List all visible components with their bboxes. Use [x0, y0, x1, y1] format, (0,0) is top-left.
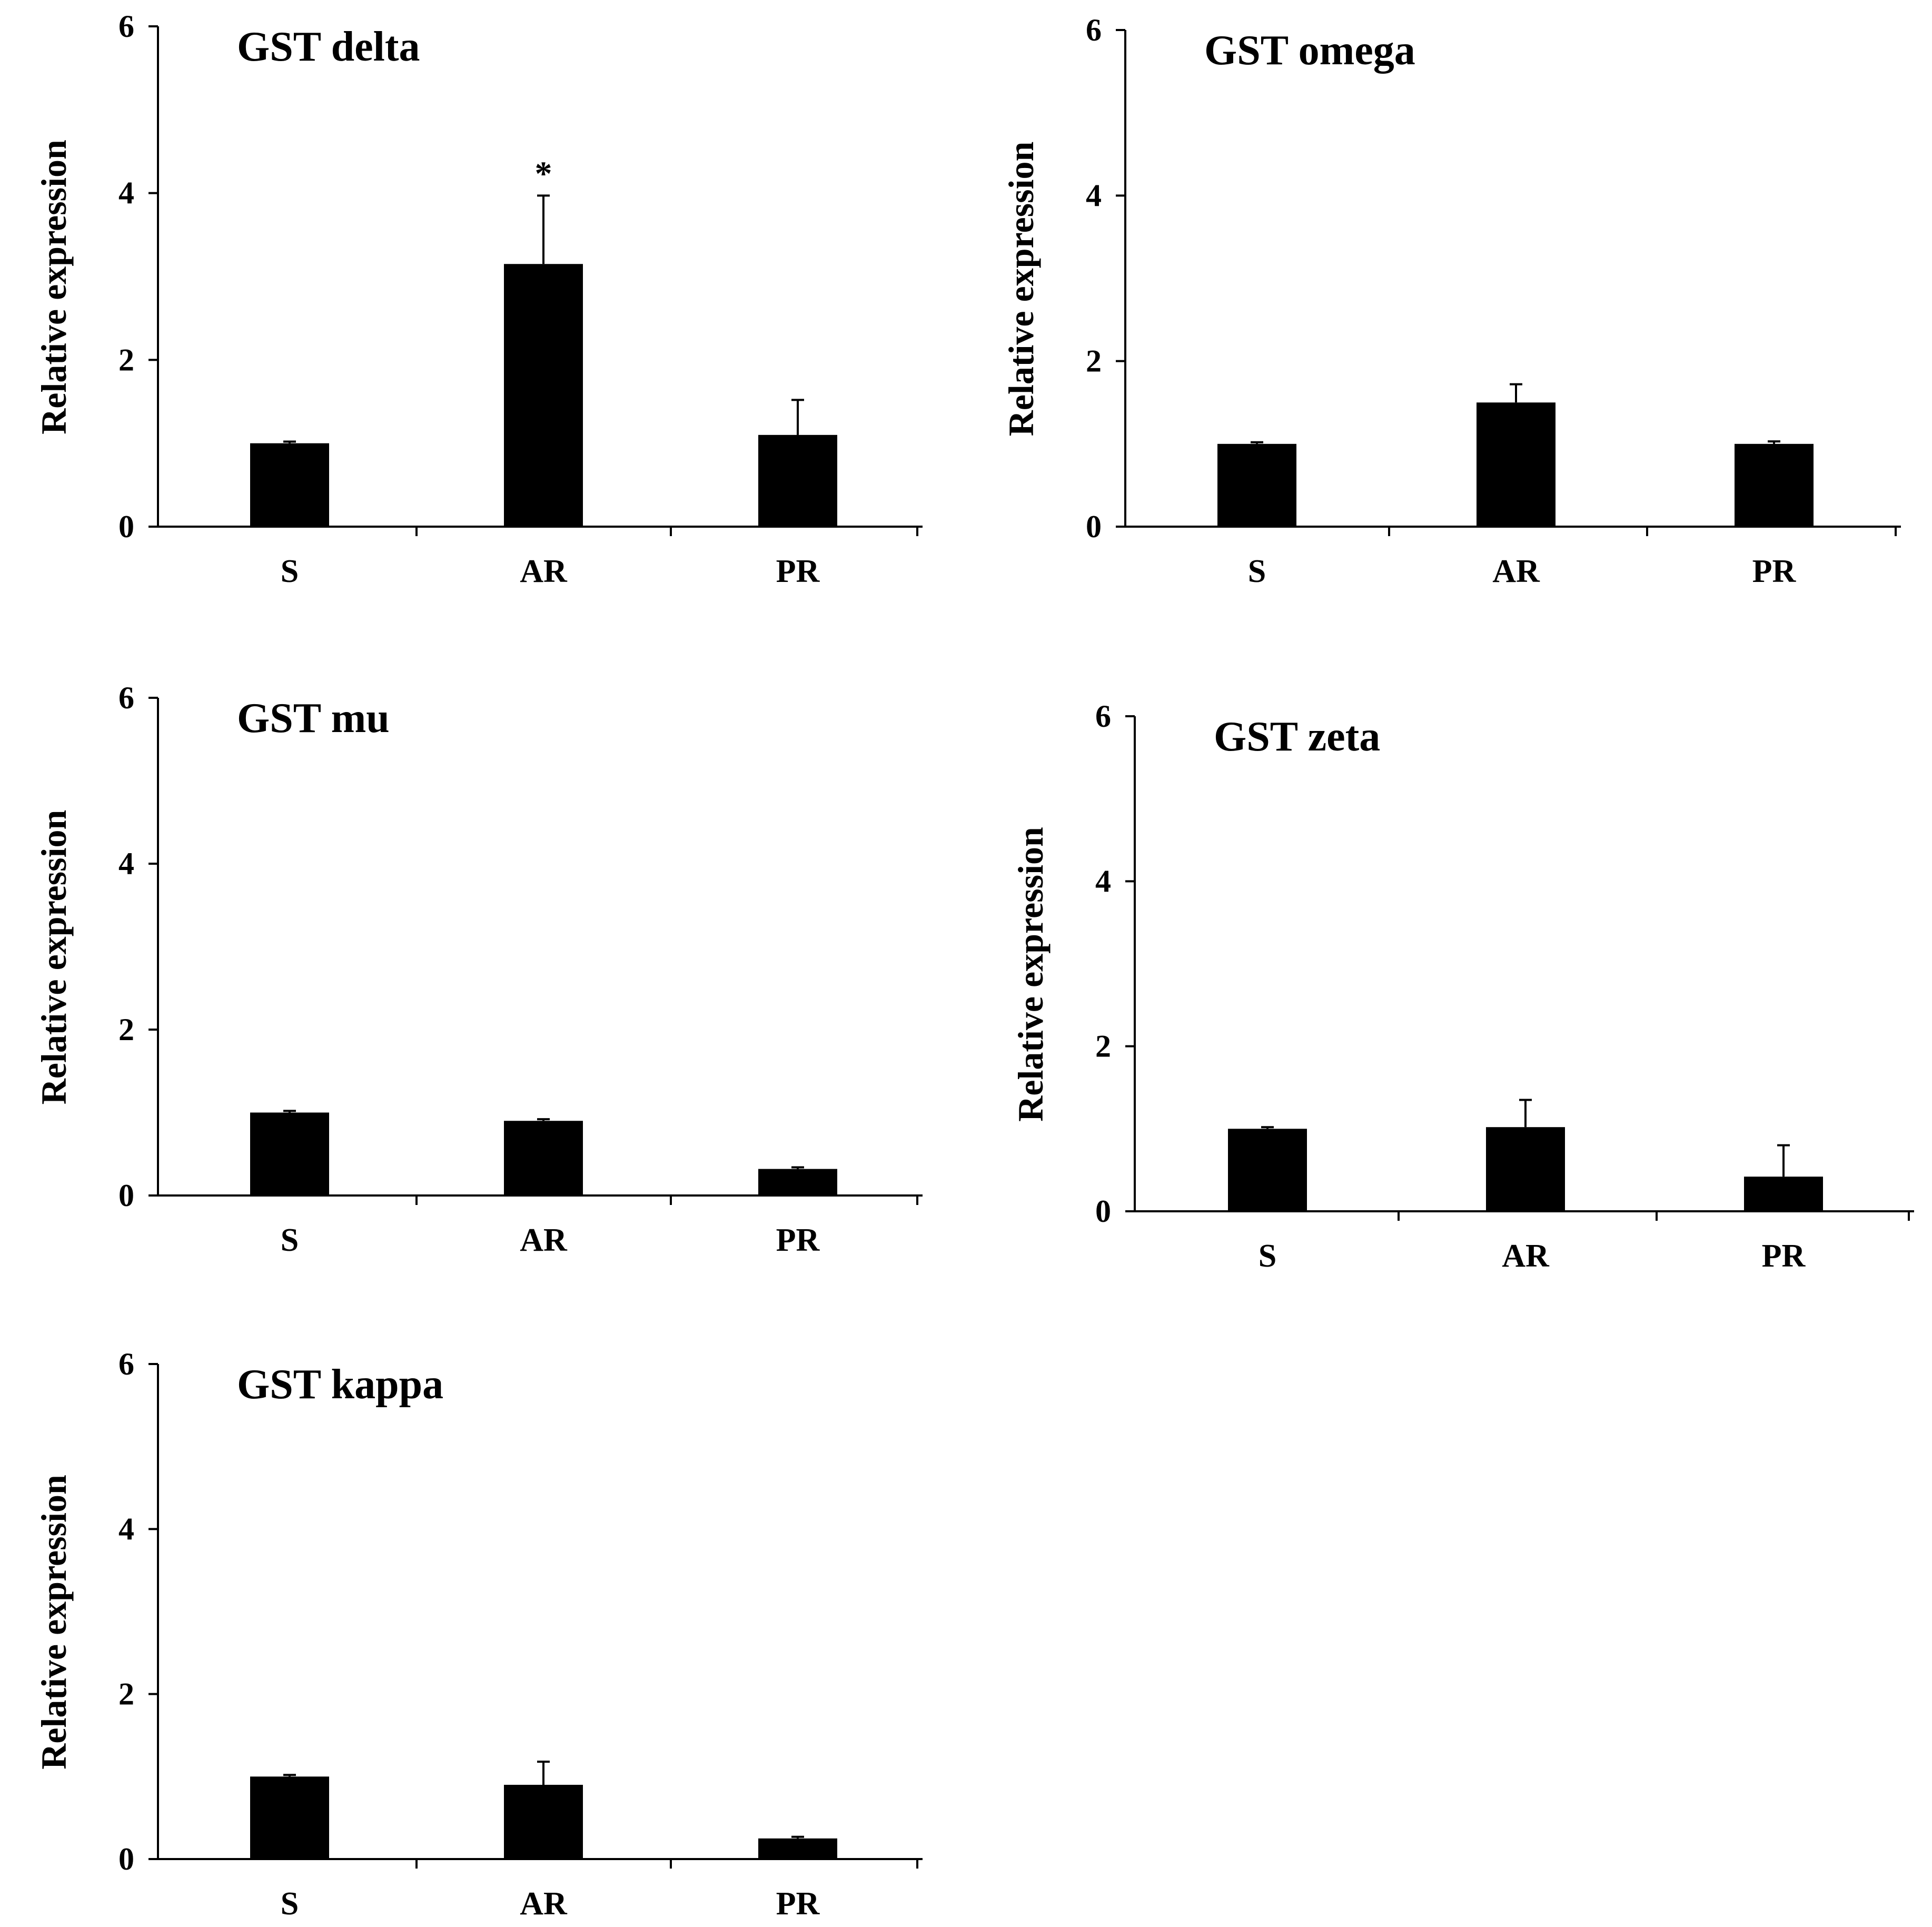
significance-marker: * [535, 154, 552, 193]
bar-s [250, 1776, 329, 1859]
y-tick-label: 6 [118, 1347, 134, 1381]
chart-panel-gst-delta: 0 2 4 6 S AR * PR GST delta Relative expression [34, 9, 923, 589]
x-tick-label-s: S [281, 1886, 299, 1922]
y-tick-label: 2 [1095, 1029, 1111, 1064]
y-tick-label: 0 [118, 1842, 134, 1876]
chart-title: GST zeta [1214, 714, 1380, 760]
chart-panel-gst-zeta: 0 2 4 6 S AR PR GST zeta Relative expression [1010, 699, 1914, 1274]
bar-ar [504, 264, 583, 527]
y-axis-label: Relative expression [34, 810, 74, 1105]
x-tick-label-ar: AR [520, 554, 568, 589]
y-tick-label: 6 [1095, 699, 1111, 734]
y-tick-label: 4 [1086, 178, 1102, 213]
x-tick-label-ar: AR [1502, 1238, 1550, 1274]
bar-s [1217, 443, 1296, 527]
bar-pr [758, 434, 837, 527]
bar-ar [504, 1121, 583, 1195]
y-tick-label: 6 [118, 680, 134, 715]
chart-title: GST omega [1204, 27, 1415, 74]
x-tick-label-ar: AR [1492, 554, 1540, 589]
y-tick-label: 2 [118, 342, 134, 377]
y-tick-label: 6 [1086, 13, 1102, 47]
x-tick-label-pr: PR [776, 554, 820, 589]
x-tick-label-s: S [281, 554, 299, 589]
bar-ar [504, 1785, 583, 1859]
y-tick-label: 4 [1095, 864, 1111, 898]
bar-s [250, 1112, 329, 1195]
y-axis-label: Relative expression [1010, 827, 1051, 1122]
x-tick-label-pr: PR [1762, 1238, 1806, 1274]
bar-ar [1477, 402, 1555, 527]
y-tick-label: 4 [118, 176, 134, 211]
bar-s [250, 443, 329, 527]
y-tick-label: 2 [1086, 344, 1102, 379]
chart-panel-gst-mu: 0 2 4 6 S AR PR GST mu Relative expression [34, 680, 923, 1258]
chart-title: GST kappa [237, 1361, 443, 1408]
y-tick-label: 6 [118, 9, 134, 44]
y-axis-label: Relative expression [34, 140, 74, 434]
x-tick-label-ar: AR [520, 1222, 568, 1258]
bar-pr [758, 1838, 837, 1859]
bar-pr [1744, 1177, 1823, 1211]
y-tick-label: 2 [118, 1677, 134, 1712]
y-tick-label: 0 [1086, 509, 1102, 544]
bar-s [1228, 1129, 1307, 1211]
bar-ar [1486, 1127, 1565, 1211]
chart-panel-gst-omega: 0 2 4 6 S AR PR GST omega Relative expression [1001, 13, 1901, 589]
x-tick-label-pr: PR [776, 1886, 820, 1922]
y-tick-label: 4 [118, 846, 134, 881]
bar-pr [758, 1169, 837, 1195]
chart-panel-gst-kappa: 0 2 4 6 S AR PR GST kappa Relative expression [34, 1347, 923, 1922]
x-tick-label-s: S [1248, 554, 1266, 589]
chart-title: GST delta [237, 24, 420, 70]
chart-title: GST mu [237, 695, 390, 742]
y-axis-label: Relative expression [1001, 142, 1041, 437]
y-tick-label: 0 [118, 509, 134, 544]
x-tick-label-pr: PR [776, 1222, 820, 1258]
y-tick-label: 0 [118, 1178, 134, 1213]
y-axis-label: Relative expression [34, 1475, 74, 1770]
bar-pr [1735, 443, 1814, 527]
y-tick-label: 2 [118, 1012, 134, 1047]
x-tick-label-s: S [1259, 1238, 1276, 1274]
x-tick-label-ar: AR [520, 1886, 568, 1922]
x-tick-label-pr: PR [1752, 554, 1797, 589]
x-tick-label-s: S [281, 1222, 299, 1258]
y-tick-label: 4 [118, 1511, 134, 1546]
y-tick-label: 0 [1095, 1194, 1111, 1229]
